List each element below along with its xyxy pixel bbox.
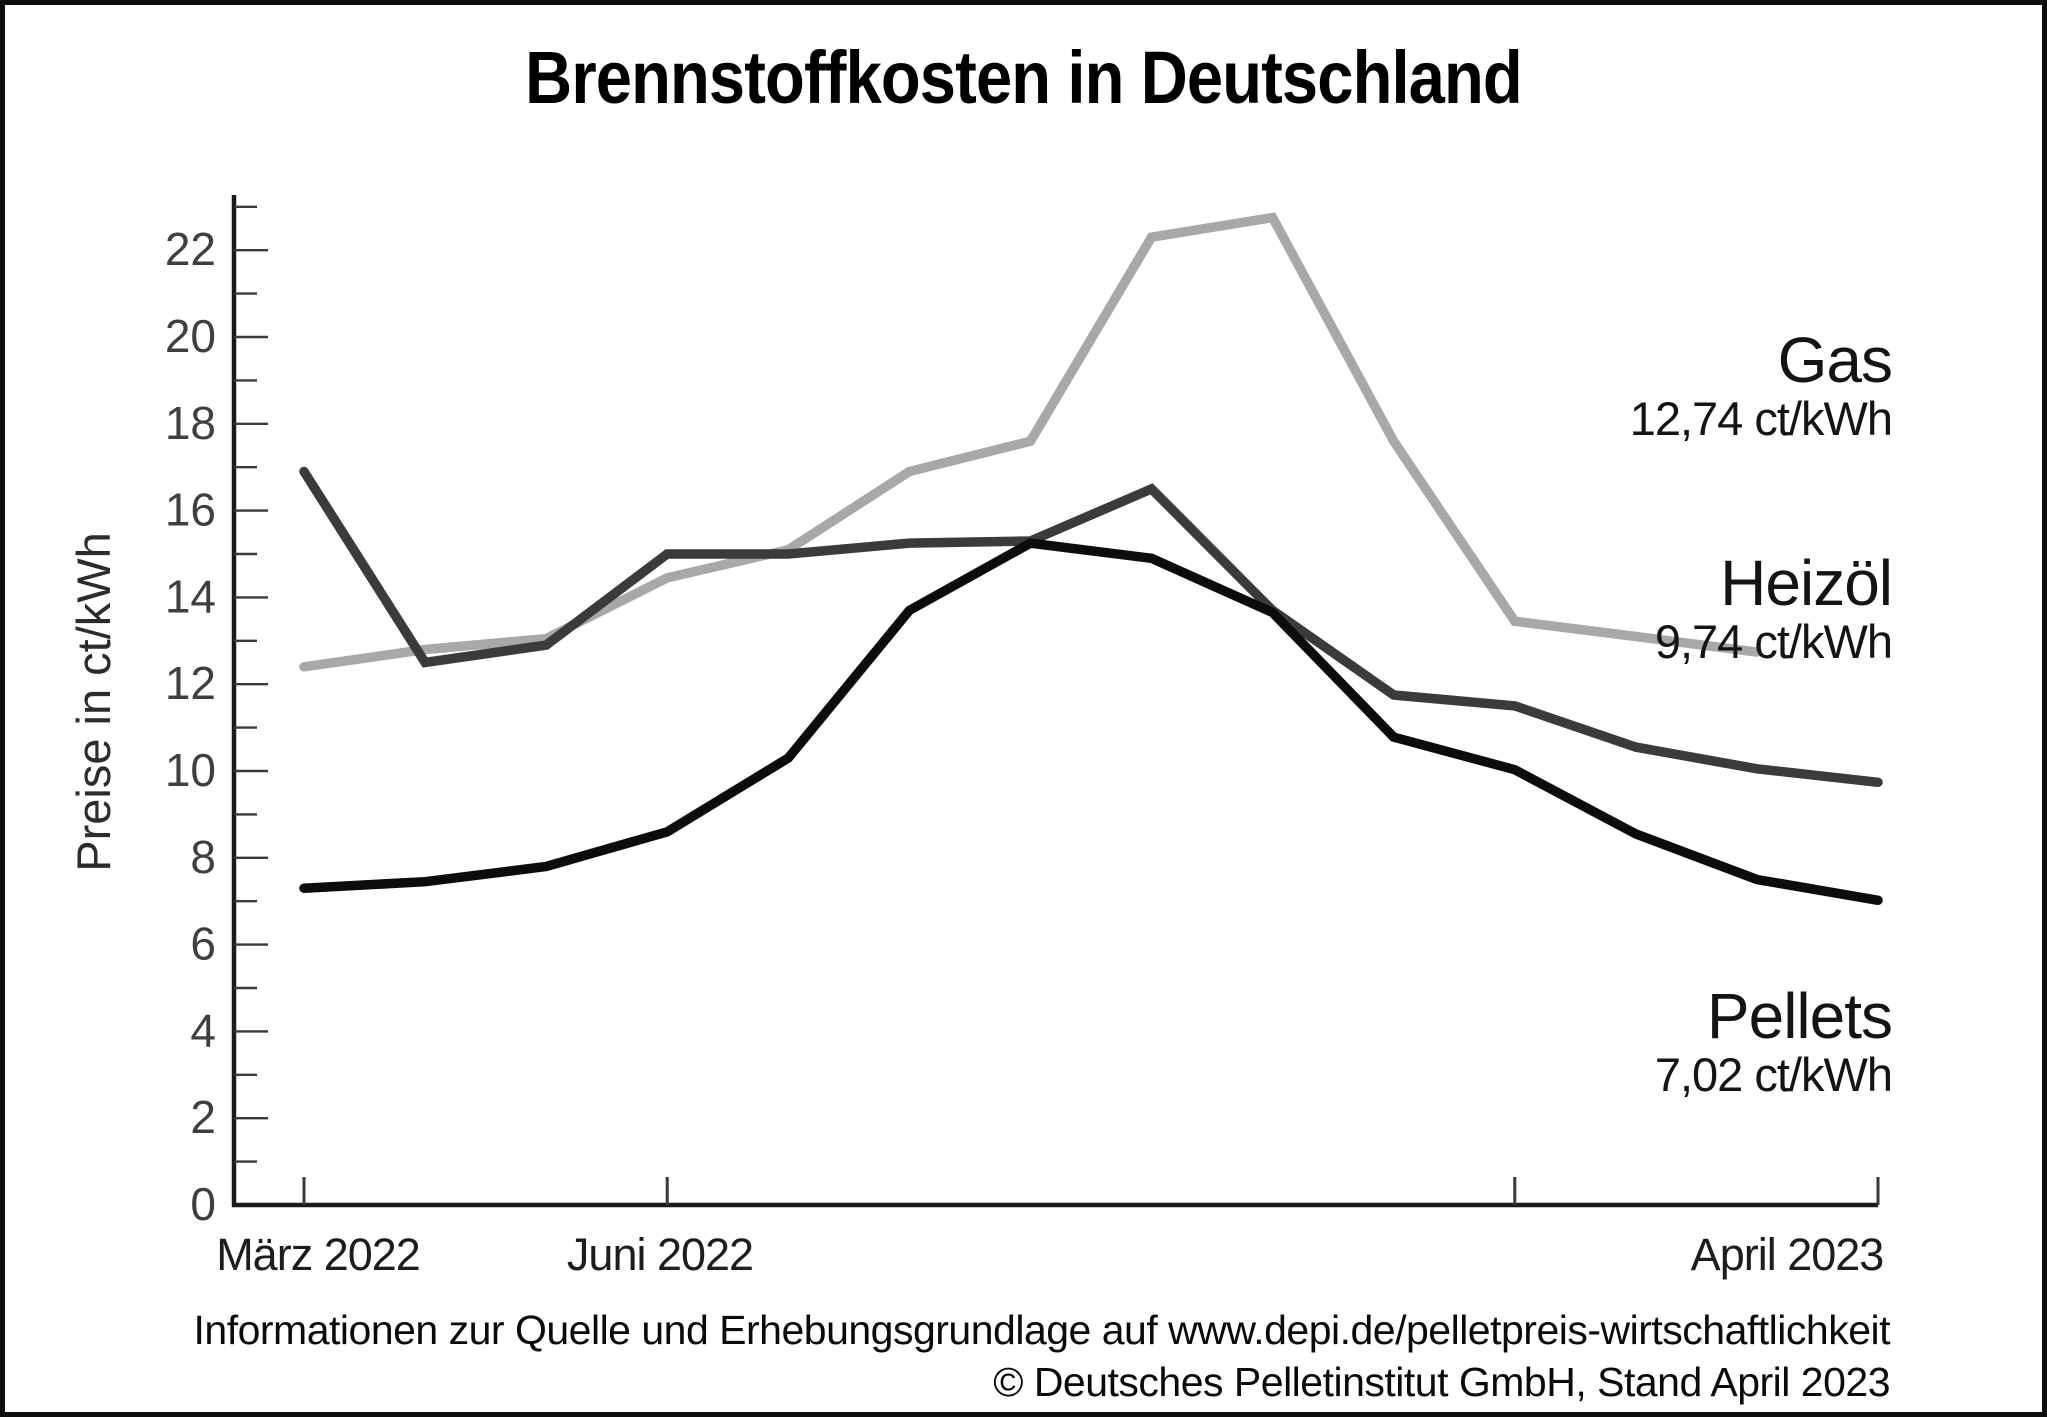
y-tick-label-4: 4 xyxy=(190,1004,216,1056)
heizoel-line xyxy=(299,466,1883,788)
y-tick-label-2: 2 xyxy=(190,1091,216,1143)
plot-area: 0 2 4 6 8 10 12 14 16 18 20 22 Preise in ct/kWh xyxy=(67,195,1883,1230)
y-tick-label-20: 20 xyxy=(165,310,216,362)
y-tick-label-14: 14 xyxy=(165,570,216,622)
legend-heizoel-name: Heizöl xyxy=(1720,547,1893,619)
footer-source-note: Informationen zur Quelle und Erhebungsgr… xyxy=(193,1307,1891,1353)
legend-heizoel: Heizöl 9,74 ct/kWh xyxy=(1654,547,1893,668)
legend-gas: Gas 12,74 ct/kWh xyxy=(1629,324,1893,445)
footer-copyright: © Deutsches Pelletinstitut GmbH, Stand A… xyxy=(993,1359,1890,1405)
x-tick-label-april-2023: April 2023 xyxy=(1690,1229,1885,1280)
y-tick-label-12: 12 xyxy=(165,657,216,709)
y-tick-label-10: 10 xyxy=(165,744,216,796)
y-axis-title: Preise in ct/kWh xyxy=(67,532,120,872)
legend-pellets-name: Pellets xyxy=(1706,980,1893,1052)
y-tick-label-16: 16 xyxy=(165,484,216,536)
legend-pellets-value: 7,02 ct/kWh xyxy=(1654,1048,1893,1101)
gas-line xyxy=(299,212,1762,672)
legend-heizoel-value: 9,74 ct/kWh xyxy=(1654,615,1893,668)
legend-pellets: Pellets 7,02 ct/kWh xyxy=(1654,980,1893,1101)
legend-gas-value: 12,74 ct/kWh xyxy=(1629,392,1893,445)
x-tick-label-juni-2022: Juni 2022 xyxy=(566,1229,754,1280)
y-tick-label-18: 18 xyxy=(165,397,216,449)
y-tick-label-0: 0 xyxy=(190,1178,216,1230)
x-tick-label-maerz-2022: März 2022 xyxy=(216,1229,421,1280)
legend-gas-name: Gas xyxy=(1777,324,1893,396)
pellets-line xyxy=(299,538,1883,906)
y-tick-label-6: 6 xyxy=(190,918,216,970)
y-tick-label-22: 22 xyxy=(165,223,216,275)
y-tick-label-8: 8 xyxy=(190,831,216,883)
chart-title: Brennstoffkosten in Deutschland xyxy=(525,36,1523,119)
